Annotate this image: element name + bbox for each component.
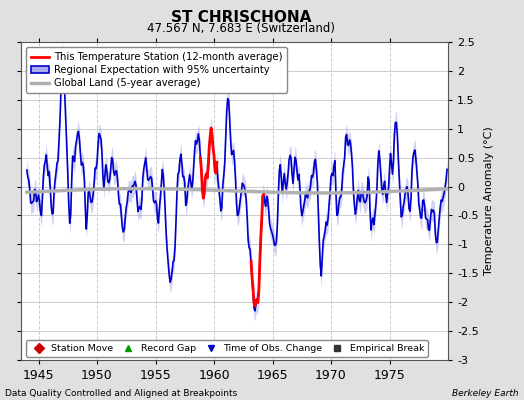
Text: Berkeley Earth: Berkeley Earth xyxy=(452,389,519,398)
Text: Data Quality Controlled and Aligned at Breakpoints: Data Quality Controlled and Aligned at B… xyxy=(5,389,237,398)
Text: 47.567 N, 7.683 E (Switzerland): 47.567 N, 7.683 E (Switzerland) xyxy=(147,22,335,35)
Legend: Station Move, Record Gap, Time of Obs. Change, Empirical Break: Station Move, Record Gap, Time of Obs. C… xyxy=(26,340,428,357)
Y-axis label: Temperature Anomaly (°C): Temperature Anomaly (°C) xyxy=(484,127,494,275)
Text: ST CHRISCHONA: ST CHRISCHONA xyxy=(171,10,311,25)
